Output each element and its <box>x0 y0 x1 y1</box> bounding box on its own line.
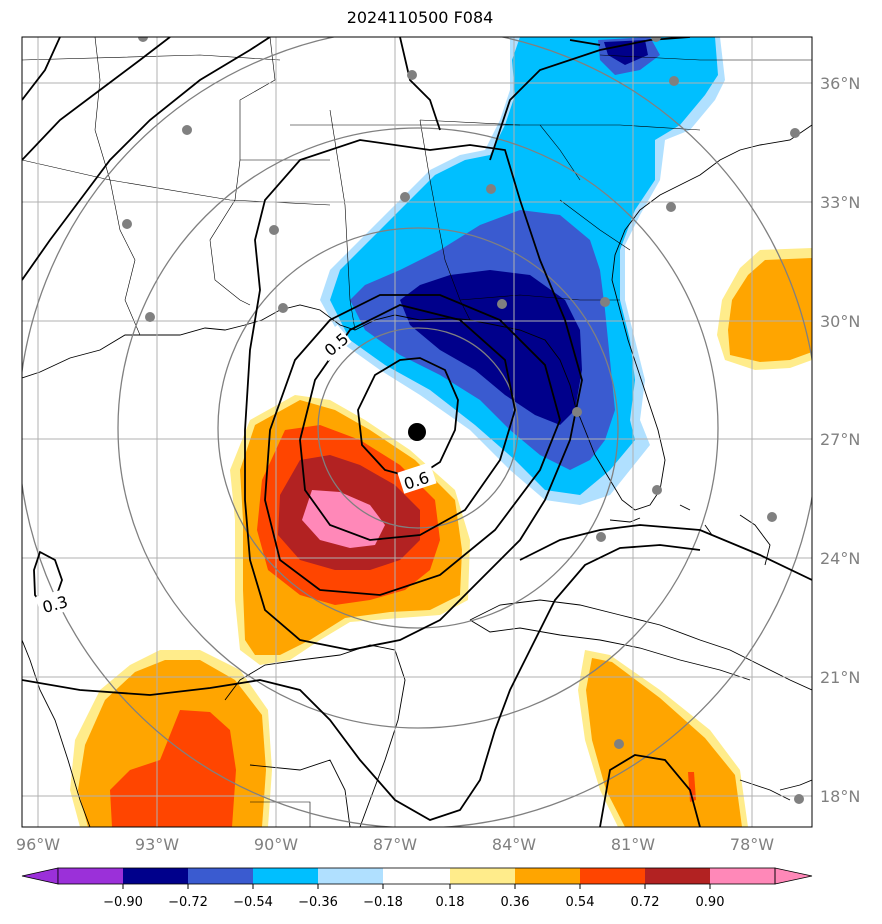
colorbar-label: −0.90 <box>103 895 143 910</box>
colorbar-label: −0.18 <box>363 895 403 910</box>
negative-anomaly-fill <box>320 37 725 505</box>
colorbar-label: −0.36 <box>298 895 338 910</box>
colorbar-label: 0.54 <box>566 895 595 910</box>
map-frame <box>21 36 813 828</box>
contour-lines-nw-2 <box>22 37 271 281</box>
colorbar-label: 0.90 <box>696 895 725 910</box>
contour-02-east <box>599 754 701 827</box>
positive-anomaly-caribbean <box>578 650 748 827</box>
lat-tick-33: 33°N <box>820 193 860 212</box>
lat-tick-labels: 36°N 33°N 30°N 27°N 24°N 21°N 18°N <box>820 74 860 806</box>
station-dot <box>400 192 410 202</box>
colorbar-extend-high <box>774 867 813 885</box>
station-dots <box>122 37 804 804</box>
station-dot <box>614 739 624 749</box>
contours <box>22 37 812 827</box>
lat-tick-36: 36°N <box>820 74 860 93</box>
contour-02-atl <box>569 39 601 46</box>
colorbar-bin <box>188 868 253 884</box>
station-dot <box>572 407 582 417</box>
fill-pos-max <box>302 490 385 548</box>
colorbar: −0.90 −0.72 −0.54 −0.36 −0.18 0.18 0.36 … <box>21 867 813 910</box>
lon-tick-81: 81°W <box>611 835 655 854</box>
lat-tick-24: 24°N <box>820 549 860 568</box>
colorbar-bin <box>123 868 188 884</box>
fill-car-072 <box>688 772 696 802</box>
station-dot <box>794 794 804 804</box>
contour-03-big <box>244 139 583 651</box>
lon-tick-84: 84°W <box>492 835 536 854</box>
station-dot <box>145 312 155 322</box>
storm-center-marker <box>408 423 426 441</box>
fill-ca-072 <box>110 710 236 827</box>
station-dot <box>497 299 507 309</box>
contour-03-sw <box>22 544 701 821</box>
lat-tick-18: 18°N <box>820 787 860 806</box>
contour-lines-nw-3 <box>22 37 61 101</box>
station-dot <box>790 128 800 138</box>
station-dot <box>138 37 148 42</box>
lon-tick-87: 87°W <box>373 835 417 854</box>
colorbar-label: 0.36 <box>501 895 530 910</box>
colorbar-label: −0.72 <box>168 895 208 910</box>
colorbar-bin <box>383 868 450 884</box>
range-rings <box>22 37 812 827</box>
map-title: 2024110500 F084 <box>346 8 494 27</box>
lon-tick-labels: 96°W 93°W 90°W 87°W 84°W 81°W 78°W <box>16 835 774 854</box>
colorbar-bin <box>645 868 710 884</box>
lat-tick-27: 27°N <box>820 430 860 449</box>
colorbar-bin <box>515 868 580 884</box>
lat-tick-21: 21°N <box>820 668 860 687</box>
station-dot <box>767 512 777 522</box>
lon-tick-90: 90°W <box>254 835 298 854</box>
colorbar-bin <box>318 868 383 884</box>
colorbar-label: 0.18 <box>436 895 465 910</box>
gridlines <box>22 37 812 827</box>
colorbar-bin <box>580 868 645 884</box>
station-dot <box>182 125 192 135</box>
colorbar-bin <box>58 868 123 884</box>
lon-tick-93: 93°W <box>135 835 179 854</box>
station-dot <box>122 219 132 229</box>
station-dot <box>652 485 662 495</box>
station-dot <box>600 297 610 307</box>
station-dot <box>407 70 417 80</box>
colorbar-bin <box>253 868 318 884</box>
station-dot <box>596 532 606 542</box>
station-dot <box>278 303 288 313</box>
station-dot <box>651 37 661 42</box>
contour-lines-nw-1 <box>22 37 171 161</box>
contour-lines-n <box>399 37 441 131</box>
lon-tick-78: 78°W <box>730 835 774 854</box>
colorbar-bin <box>450 868 515 884</box>
contour-04 <box>264 294 561 596</box>
contour-05 <box>299 304 516 541</box>
positive-anomaly-gulf <box>230 395 470 665</box>
station-dot <box>486 184 496 194</box>
colorbar-bin <box>710 868 775 884</box>
station-dot <box>669 76 679 86</box>
lat-tick-30: 30°N <box>820 312 860 331</box>
fill-car-054 <box>586 658 742 827</box>
station-dot <box>269 225 279 235</box>
contour-03-carib <box>519 524 812 581</box>
colorbar-label: −0.54 <box>233 895 273 910</box>
station-dot <box>666 202 676 212</box>
colorbar-extend-low <box>21 867 59 885</box>
colorbar-label: 0.72 <box>631 895 660 910</box>
lon-tick-96: 96°W <box>16 835 60 854</box>
